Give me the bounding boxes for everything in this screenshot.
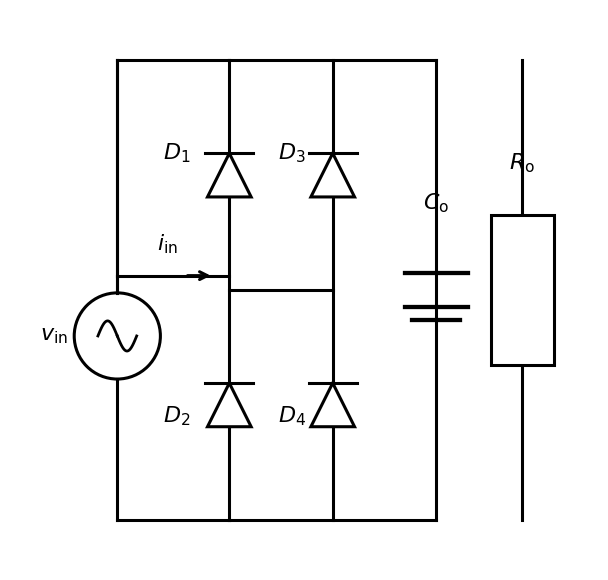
Text: $C_{\rm o}$: $C_{\rm o}$ — [423, 192, 449, 215]
Text: $D_1$: $D_1$ — [162, 142, 190, 165]
Text: $D_2$: $D_2$ — [163, 404, 190, 427]
Text: $D_4$: $D_4$ — [278, 404, 306, 427]
Text: $i_{\rm in}$: $i_{\rm in}$ — [157, 232, 178, 256]
Text: $D_3$: $D_3$ — [278, 142, 306, 165]
Polygon shape — [311, 153, 354, 197]
Text: $R_{\rm o}$: $R_{\rm o}$ — [510, 151, 535, 175]
Text: $v_{\rm in}$: $v_{\rm in}$ — [41, 326, 69, 346]
Polygon shape — [207, 383, 251, 427]
Polygon shape — [311, 383, 354, 427]
Polygon shape — [207, 153, 251, 197]
Bar — [491, 215, 554, 365]
